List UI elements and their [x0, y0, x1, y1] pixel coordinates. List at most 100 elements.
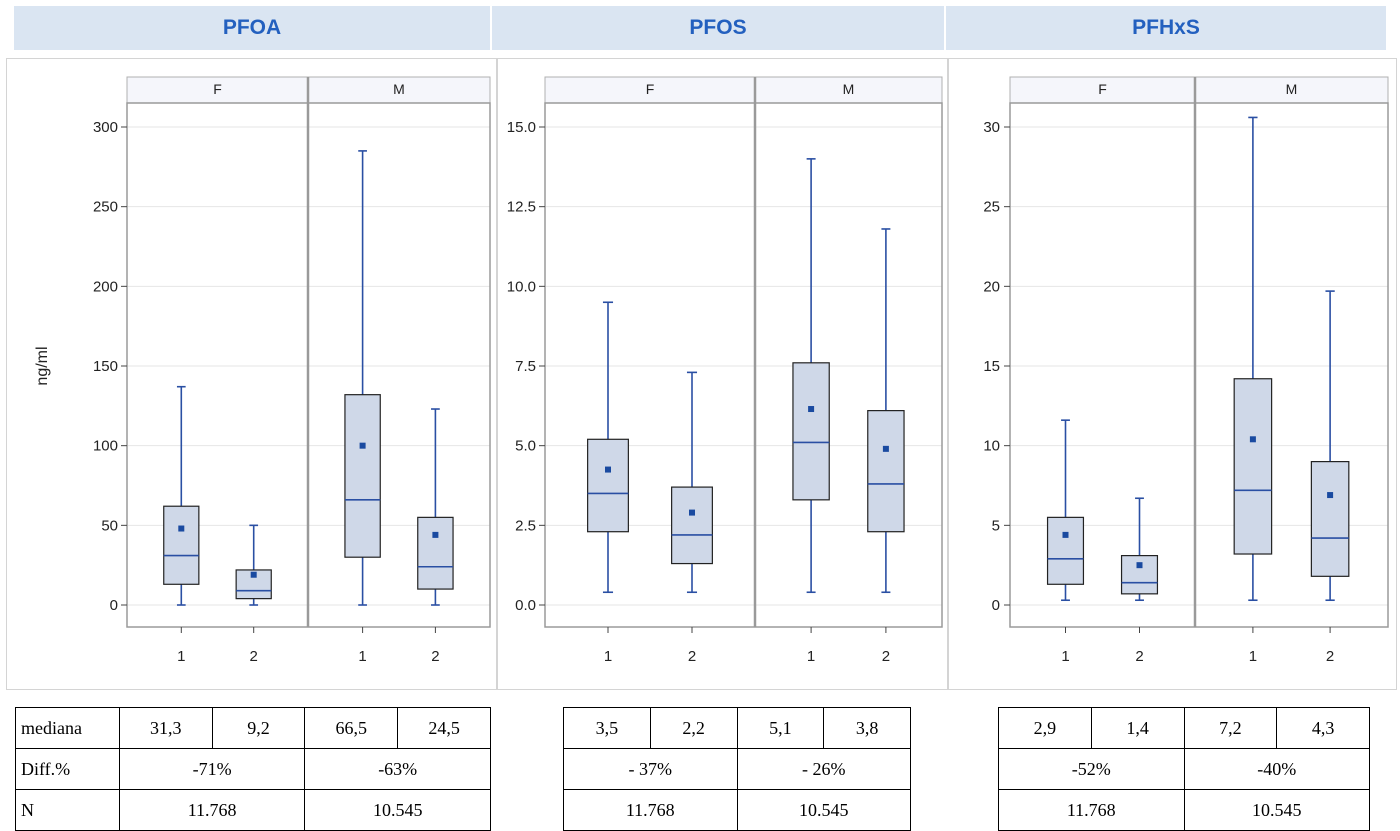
median-cell: 9,2 [211, 707, 306, 749]
header-pfoa: PFOA [14, 6, 490, 50]
y-tick-label: 0 [992, 597, 1000, 614]
mean-marker [359, 442, 366, 449]
diff-cell: - 26% [736, 748, 911, 790]
diff-cell: -52% [998, 748, 1185, 790]
mean-marker [808, 406, 815, 413]
diff-cell: -40% [1183, 748, 1370, 790]
x-tick-label: 1 [1061, 648, 1069, 665]
mean-marker [605, 466, 611, 473]
mean-marker [882, 445, 889, 452]
panel-frame [544, 102, 943, 628]
mean-marker [432, 531, 439, 538]
y-tick-label: 15 [983, 358, 1000, 375]
median-cell: 5,1 [736, 707, 825, 749]
median-cell: 3,8 [823, 707, 911, 749]
x-tick-label: 2 [1135, 648, 1143, 665]
mean-marker [250, 571, 257, 578]
mean-marker [1327, 492, 1334, 499]
panel-strip [1009, 76, 1196, 104]
panel-label: M [1286, 81, 1298, 97]
header-pfos: PFOS [492, 6, 944, 50]
panel-label: F [213, 81, 222, 97]
row-label-n: N [15, 789, 120, 831]
iqr-box [1310, 461, 1350, 577]
y-tick-label: 300 [93, 119, 118, 136]
y-tick-label: 100 [93, 438, 118, 455]
stats-table-pfos: 3,5 2,2 5,1 3,8 - 37% - 26% 11.768 10.54… [563, 707, 911, 831]
iqr-box [163, 505, 200, 585]
n-cell: 11.768 [118, 789, 306, 831]
n-cell: 11.768 [998, 789, 1185, 831]
table-row-diff: -52% -40% [998, 748, 1370, 790]
x-tick-label: 2 [431, 648, 439, 665]
iqr-box [1120, 555, 1159, 595]
y-tick-label: 15.0 [507, 119, 536, 136]
panel-strip [1194, 76, 1389, 104]
table-row-median: 3,5 2,2 5,1 3,8 [563, 707, 911, 749]
table-row-n: 11.768 10.545 [563, 789, 911, 831]
panel-label: M [393, 81, 405, 97]
table-row-n: 11.768 10.545 [998, 789, 1370, 831]
stats-table-pfhxs: 2,9 1,4 7,2 4,3 -52% -40% 11.768 10.545 [998, 707, 1370, 831]
median-cell: 2,2 [649, 707, 738, 749]
median-cell: 1,4 [1090, 707, 1185, 749]
table-row-diff: - 37% - 26% [563, 748, 911, 790]
iqr-box [235, 569, 272, 600]
median-cell: 2,9 [998, 707, 1092, 749]
mean-marker [1062, 531, 1069, 538]
y-tick-label: 2.5 [515, 517, 536, 534]
panel-frame [1009, 102, 1389, 628]
y-axis-label: ng/ml [34, 346, 51, 385]
median-cell: 7,2 [1183, 707, 1278, 749]
panel-label: F [646, 81, 655, 97]
y-tick-label: 5.0 [515, 438, 536, 455]
row-label-median: mediana [15, 707, 120, 749]
panel-strip [126, 76, 309, 104]
iqr-box [417, 516, 454, 590]
diff-cell: -71% [118, 748, 306, 790]
y-tick-label: 12.5 [507, 199, 536, 216]
median-cell: 24,5 [397, 707, 491, 749]
diff-cell: -63% [304, 748, 491, 790]
y-tick-label: 7.5 [515, 358, 536, 375]
mean-marker [689, 509, 695, 516]
table-row-n: N 11.768 10.545 [15, 789, 491, 831]
mean-marker [1249, 436, 1256, 443]
x-tick-label: 1 [358, 648, 366, 665]
table-row-median: mediana 31,3 9,2 66,5 24,5 [15, 707, 491, 749]
n-cell: 11.768 [563, 789, 738, 831]
iqr-box [1046, 516, 1085, 585]
median-cell: 4,3 [1276, 707, 1370, 749]
y-tick-label: 20 [983, 278, 1000, 295]
x-tick-label: 2 [688, 648, 696, 665]
n-cell: 10.545 [304, 789, 491, 831]
y-tick-label: 50 [101, 517, 118, 534]
median-cell: 31,3 [118, 707, 213, 749]
header-bar: PFOA PFOS PFHxS [0, 0, 1400, 58]
iqr-box [671, 486, 713, 565]
x-tick-label: 1 [1249, 648, 1257, 665]
y-tick-label: 10 [983, 438, 1000, 455]
x-tick-label: 1 [807, 648, 815, 665]
mean-marker [178, 525, 185, 532]
y-tick-label: 150 [93, 358, 118, 375]
chart-frame [948, 58, 1397, 690]
y-tick-label: 0.0 [515, 597, 536, 614]
n-cell: 10.545 [736, 789, 911, 831]
panel-strip [307, 76, 491, 104]
iqr-box [344, 394, 381, 558]
y-tick-label: 5 [992, 517, 1000, 534]
chart-frame [497, 58, 948, 690]
median-cell: 66,5 [304, 707, 399, 749]
header-pfhxs: PFHxS [946, 6, 1386, 50]
y-tick-label: 0 [110, 597, 118, 614]
panel-label: M [843, 81, 855, 97]
y-tick-label: 25 [983, 199, 1000, 216]
x-tick-label: 2 [1326, 648, 1334, 665]
diff-cell: - 37% [563, 748, 738, 790]
y-tick-label: 250 [93, 199, 118, 216]
x-tick-label: 2 [250, 648, 258, 665]
mean-marker [1136, 562, 1143, 569]
plots-area: F M 0 50 100 150 200 250 300 ng/ml 1 2 1 2 F M 0.0 2.5 5.0… [0, 58, 1400, 690]
iqr-box [1233, 378, 1273, 555]
